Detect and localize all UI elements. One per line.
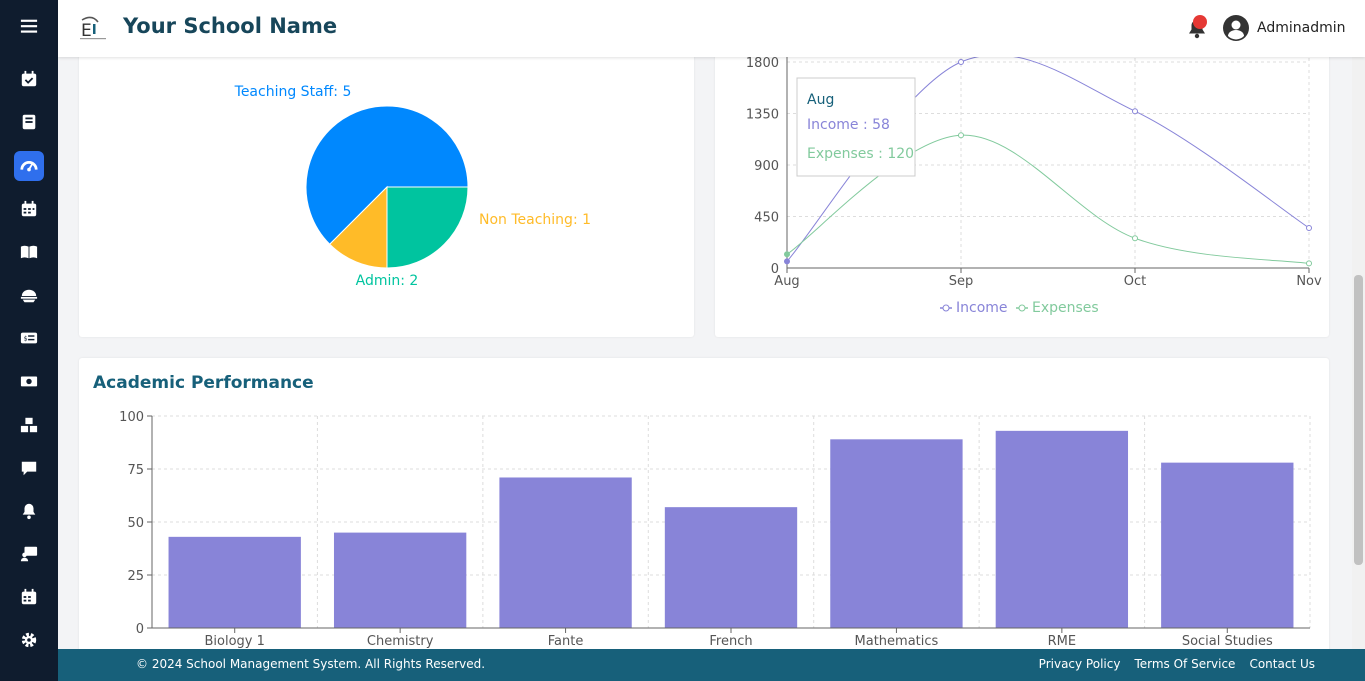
open-book-icon[interactable]	[14, 237, 44, 267]
pie-label-admin: Admin: 2	[356, 273, 419, 289]
bowl-icon[interactable]	[14, 281, 44, 311]
bar-x-tick-label: Mathematics	[855, 634, 939, 649]
bar-x-tick-label: Chemistry	[367, 634, 434, 649]
legend-income[interactable]: Income	[956, 300, 1008, 316]
staff-pie-card: Teaching Staff: 5 Non Teaching: 1 Admin:…	[79, 40, 694, 337]
line-point-income[interactable]	[958, 59, 964, 65]
line-y-tick-label: 1350	[746, 108, 779, 123]
line-point-expenses[interactable]	[784, 251, 790, 258]
bar-x-tick-label: French	[709, 634, 752, 649]
pie-label-teaching: Teaching Staff: 5	[234, 84, 352, 100]
bar-fante[interactable]	[499, 477, 632, 628]
calendar-icon[interactable]	[14, 194, 44, 224]
svg-text:E: E	[81, 21, 92, 41]
bar-x-tick-label: Fante	[548, 634, 584, 649]
chart-tooltip: Aug Income : 58 Expenses : 120	[796, 77, 916, 177]
school-name: Your School Name	[123, 14, 338, 38]
line-y-tick-label: 900	[754, 159, 779, 174]
pie-slice-admin[interactable]	[386, 186, 469, 269]
sidebar: $	[0, 0, 58, 681]
user-avatar-icon[interactable]	[1223, 15, 1249, 41]
pie-label-non-teaching: Non Teaching: 1	[479, 212, 591, 228]
book-icon[interactable]	[14, 107, 44, 137]
scrollbar-thumb[interactable]	[1354, 275, 1363, 565]
line-point-income[interactable]	[1306, 224, 1312, 231]
line-point-income[interactable]	[784, 258, 790, 265]
legend-expenses[interactable]: Expenses	[1032, 300, 1099, 316]
tooltip-title: Aug	[807, 92, 834, 108]
line-y-tick-label: 1800	[746, 56, 779, 71]
footer-link-privacy[interactable]: Privacy Policy	[1038, 657, 1121, 671]
calendar-grid-icon[interactable]	[14, 582, 44, 612]
footer-link-contact[interactable]: Contact Us	[1249, 657, 1315, 671]
bell-icon[interactable]	[14, 496, 44, 526]
tooltip-expenses: Expenses : 120	[807, 146, 914, 162]
bar-chemistry[interactable]	[333, 532, 467, 628]
bar-biology-1[interactable]	[168, 536, 301, 628]
card-title-academic: Academic Performance	[93, 373, 314, 393]
finance-line-card: 0 450 900 1350 1800 Aug Sep Oct Nov Income Expen…	[715, 40, 1329, 337]
line-x-tick-label: Sep	[949, 274, 974, 289]
footer-links: Privacy Policy Terms Of Service Contact …	[1039, 657, 1315, 671]
bar-y-tick-label: 50	[127, 516, 144, 531]
line-point-expenses[interactable]	[1132, 235, 1138, 242]
bar-rme[interactable]	[995, 430, 1129, 628]
line-y-tick-label: 450	[754, 211, 779, 226]
school-logo: E	[80, 16, 106, 41]
line-x-tick-label: Nov	[1296, 274, 1322, 289]
line-point-income[interactable]	[1132, 108, 1138, 115]
notification-badge	[1193, 15, 1207, 29]
top-header: E Your School Name Adminadmin	[58, 0, 1365, 57]
page-footer: © 2024 School Management System. All Rig…	[58, 649, 1365, 681]
line-x-tick-label: Oct	[1124, 274, 1146, 289]
page-scrollbar[interactable]	[1352, 57, 1365, 649]
line-point-expenses[interactable]	[1306, 260, 1312, 267]
academic-performance-card: Academic Performance 0 25 50 75 100 Biology 1…	[79, 358, 1329, 658]
copyright-text: © 2024 School Management System. All Rig…	[136, 657, 486, 671]
bar-mathematics[interactable]	[830, 439, 963, 628]
pie-slice-non-teaching[interactable]	[329, 185, 388, 269]
svg-text:$: $	[24, 336, 28, 343]
bar-y-tick-label: 25	[127, 569, 144, 584]
line-x-tick-label: Aug	[774, 274, 799, 289]
bar-x-tick-label: Biology 1	[205, 634, 265, 649]
tooltip-income: Income : 58	[807, 117, 890, 133]
pie-slice-teaching[interactable]	[305, 105, 469, 245]
boxes-icon[interactable]	[14, 410, 44, 440]
bar-french[interactable]	[664, 507, 798, 628]
staff-pie-chart: Teaching Staff: 5 Non Teaching: 1 Admin:…	[234, 84, 591, 289]
series-line-expenses	[786, 134, 1310, 264]
bar-social-studies[interactable]	[1161, 462, 1294, 628]
calendar-check-icon[interactable]	[14, 64, 44, 94]
gear-icon[interactable]	[14, 625, 44, 655]
finance-line-chart: 0 450 900 1350 1800 Aug Sep Oct Nov Income Expen…	[746, 52, 1322, 316]
money-icon[interactable]	[14, 366, 44, 396]
username[interactable]: Adminadmin	[1257, 20, 1346, 36]
fee-card-icon[interactable]: $	[14, 323, 44, 353]
line-legend: Income Expenses	[940, 300, 1099, 316]
bar-x-tick-label: Social Studies	[1182, 634, 1273, 649]
menu-icon[interactable]	[14, 11, 44, 41]
line-point-expenses[interactable]	[958, 132, 964, 139]
bar-y-tick-label: 0	[136, 622, 144, 637]
bar-y-tick-label: 75	[127, 463, 144, 478]
line-y-tick-label: 0	[771, 262, 779, 277]
teacher-board-icon[interactable]	[14, 539, 44, 569]
footer-link-terms[interactable]: Terms Of Service	[1134, 657, 1236, 671]
dashboard-gauge-icon[interactable]	[14, 151, 44, 181]
bar-y-tick-label: 100	[119, 410, 144, 425]
bar-x-tick-label: RME	[1048, 634, 1076, 649]
academic-bar-chart: 0 25 50 75 100 Biology 1 Chemistry Fante French M…	[119, 410, 1311, 649]
chat-icon[interactable]	[14, 453, 44, 483]
